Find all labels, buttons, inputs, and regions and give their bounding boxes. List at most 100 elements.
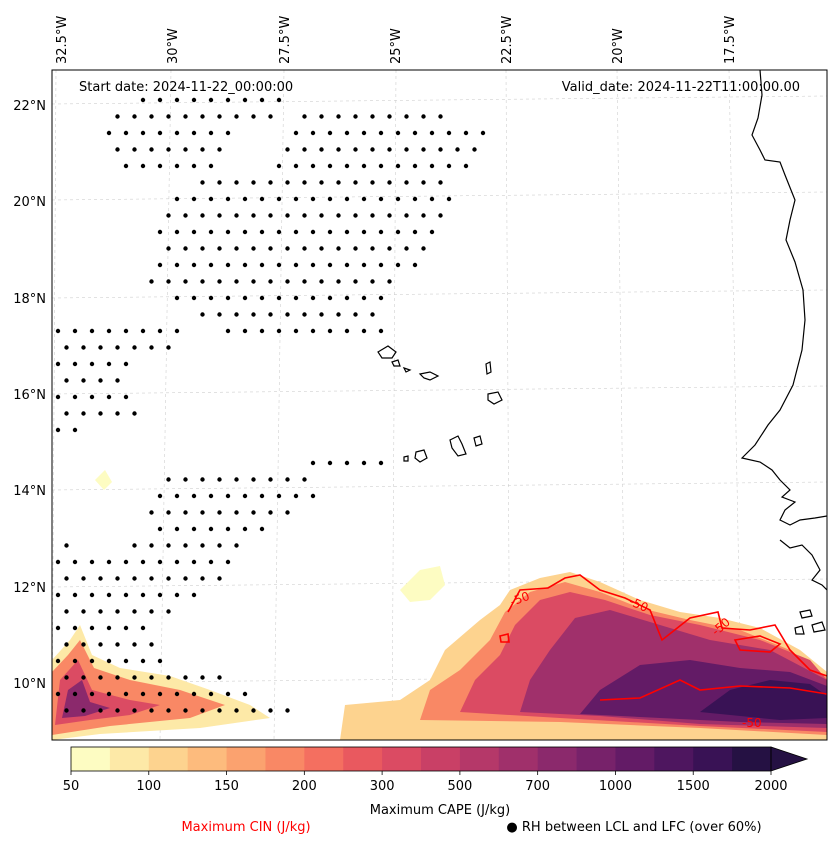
bijagos-islands (794, 609, 826, 635)
rh-dot (115, 609, 120, 614)
cape-verde-fogo (414, 449, 428, 463)
rh-dot (64, 543, 69, 548)
rh-dot (395, 163, 401, 169)
rh-dot (310, 295, 316, 301)
rh-dot (370, 213, 375, 218)
rh-dot (191, 130, 197, 136)
rh-dot (132, 543, 137, 548)
rh-dot (157, 328, 163, 334)
rh-dot (200, 576, 205, 581)
rh-dot (387, 279, 392, 284)
rh-dot (140, 658, 146, 664)
rh-dot (89, 559, 95, 565)
rh-dot (234, 708, 239, 713)
rh-dot (242, 493, 248, 499)
cape-verde-santiago (449, 435, 467, 457)
rh-dot (285, 477, 290, 482)
rh-dot (208, 163, 214, 169)
rh-dot (191, 493, 197, 499)
rh-dot (149, 114, 154, 119)
rh-dot (55, 691, 61, 697)
rh-dot (183, 576, 188, 581)
rh-dot (166, 609, 171, 614)
rh-dot (81, 708, 86, 713)
colorbar-tick-label: 200 (292, 779, 317, 794)
rh-dot (64, 345, 69, 350)
rh-dot (268, 114, 273, 119)
rh-dot (234, 279, 239, 284)
rh-dot (183, 114, 188, 119)
rh-dot (429, 130, 435, 136)
rh-dot (276, 328, 282, 334)
rh-dot (174, 130, 180, 136)
rh-dot (98, 642, 103, 647)
rh-dot (123, 394, 129, 400)
rh-dot (319, 279, 324, 284)
rh-dot (200, 279, 205, 284)
rh-dot (183, 675, 188, 680)
colorbar-cell (615, 747, 655, 771)
rh-dot (387, 180, 392, 185)
rh-dot (106, 559, 112, 565)
rh-dot (183, 279, 188, 284)
rh-dot (183, 477, 188, 482)
rh-dot (234, 543, 239, 548)
rh-dot (81, 576, 86, 581)
rh-dot (353, 246, 358, 251)
rh-dot (55, 559, 61, 565)
rh-dot (208, 526, 214, 532)
rh-dot (183, 246, 188, 251)
rh-dot (200, 708, 205, 713)
rh-dot (208, 559, 214, 565)
rh-dot (166, 114, 171, 119)
rh-dot (72, 625, 78, 631)
cin-contour-north (507, 574, 827, 677)
rh-dot (404, 114, 409, 119)
rh-dot (132, 411, 137, 416)
rh-dot (319, 147, 324, 152)
rh-dot (132, 576, 137, 581)
lon-label-30w: 30°W (166, 28, 181, 64)
rh-dot (353, 114, 358, 119)
rh-dot (421, 114, 426, 119)
rh-dot (361, 328, 367, 334)
lat-label-18n: 18°N (13, 292, 46, 307)
rh-dot (429, 196, 435, 202)
rh-dot (302, 147, 307, 152)
rh-dot (438, 180, 443, 185)
rh-dot (242, 691, 248, 697)
colorbar-label: Maximum CAPE (J/kg) (370, 803, 510, 818)
rh-dot (157, 592, 163, 598)
rh-dot (183, 147, 188, 152)
rh-dot (259, 493, 265, 499)
rh-dot (234, 477, 239, 482)
rh-dot (157, 493, 163, 499)
rh-dot (149, 675, 154, 680)
grid-lon-32-5 (52, 70, 57, 740)
rh-dot (310, 196, 316, 202)
rh-dot (106, 130, 112, 136)
rh-dot (183, 213, 188, 218)
colorbar-cell (187, 747, 227, 771)
rh-dot (259, 196, 265, 202)
rh-dot (421, 147, 426, 152)
cape-verde-maio (473, 435, 483, 447)
rh-dot (344, 328, 350, 334)
rh-dot (361, 163, 367, 169)
rh-dot (98, 345, 103, 350)
rh-dot (251, 213, 256, 218)
rh-dot (242, 262, 248, 268)
rh-dot (327, 196, 333, 202)
rh-dot (293, 229, 299, 235)
rh-dot (174, 295, 180, 301)
rh-dot (115, 114, 120, 119)
rh-dot (191, 196, 197, 202)
rh-dot (293, 493, 299, 499)
rh-dot (115, 345, 120, 350)
rh-dot (191, 295, 197, 301)
rh-dot (327, 163, 333, 169)
africa-coastline (740, 70, 827, 526)
rh-dot (310, 328, 316, 334)
rh-dot (72, 427, 78, 433)
rh-dot (217, 675, 222, 680)
